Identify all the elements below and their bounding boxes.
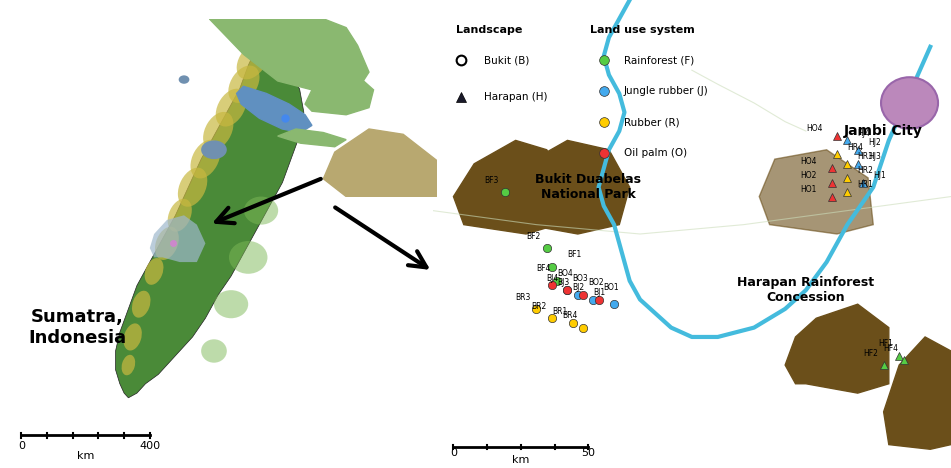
Polygon shape [323,129,437,197]
Text: HO1: HO1 [801,185,817,194]
Text: BF3: BF3 [485,176,499,184]
Ellipse shape [237,43,268,79]
Text: Bukit Duabelas
National Park: Bukit Duabelas National Park [535,173,641,201]
Text: Harapan (H): Harapan (H) [484,92,548,102]
Text: 400: 400 [139,441,161,451]
Text: 50: 50 [581,448,595,458]
Text: BJ1: BJ1 [593,288,606,297]
Ellipse shape [229,241,267,274]
Text: Bukit (B): Bukit (B) [484,55,530,65]
Text: Rainforest (F): Rainforest (F) [624,55,694,65]
Ellipse shape [214,290,248,318]
Text: BR4: BR4 [562,311,577,320]
Text: 0: 0 [450,448,456,458]
Text: BJ2: BJ2 [573,283,585,292]
Text: Landscape: Landscape [456,25,522,35]
Text: BO4: BO4 [557,269,573,278]
Text: BR1: BR1 [552,307,567,315]
Polygon shape [454,140,568,234]
Ellipse shape [228,66,260,103]
Text: BO1: BO1 [604,283,619,292]
Ellipse shape [201,339,226,363]
Text: HJ2: HJ2 [868,138,881,147]
Text: Jungle rubber (J): Jungle rubber (J) [624,86,708,96]
Text: km: km [77,451,94,461]
PathPatch shape [116,47,303,398]
Text: Harapan Rainforest
Concession: Harapan Rainforest Concession [737,276,874,304]
Ellipse shape [155,227,179,260]
Ellipse shape [124,323,142,351]
Ellipse shape [178,168,207,207]
Text: HF1: HF1 [879,339,893,348]
Text: BR2: BR2 [532,302,547,311]
Ellipse shape [190,140,221,178]
Text: HO4: HO4 [805,124,823,133]
Text: HR2: HR2 [858,166,874,175]
Polygon shape [209,19,369,99]
Text: HJ1: HJ1 [873,171,886,180]
Text: HR3: HR3 [858,152,874,161]
Text: HO4: HO4 [801,157,817,166]
Polygon shape [883,337,951,449]
Ellipse shape [243,197,278,225]
Text: Jambi City: Jambi City [844,124,923,138]
Ellipse shape [167,199,192,232]
Text: BJ4: BJ4 [547,274,559,283]
Circle shape [881,77,938,129]
Ellipse shape [201,140,226,159]
Text: BJ3: BJ3 [557,278,570,287]
Text: HR1: HR1 [858,180,874,189]
Text: Land use system: Land use system [590,25,694,35]
Ellipse shape [132,291,150,318]
Polygon shape [150,215,205,262]
Ellipse shape [204,112,233,150]
Text: HR4: HR4 [847,143,864,152]
Text: BF1: BF1 [568,250,582,259]
Polygon shape [515,140,630,234]
Ellipse shape [216,89,246,126]
Text: HO2: HO2 [801,171,817,180]
Text: km: km [513,455,530,465]
Polygon shape [305,76,374,115]
Text: Sumatra,
Indonesia: Sumatra, Indonesia [28,308,126,347]
Text: HJ3: HJ3 [868,152,881,161]
Ellipse shape [145,258,164,285]
Polygon shape [278,129,346,147]
Text: BF4: BF4 [536,264,551,273]
Ellipse shape [179,75,189,84]
Text: HF4: HF4 [883,344,899,353]
Text: BF2: BF2 [526,232,540,241]
Polygon shape [237,86,312,132]
Polygon shape [759,150,873,234]
Text: BO2: BO2 [588,278,604,287]
Text: 0: 0 [18,441,25,451]
Ellipse shape [122,355,135,375]
Text: HF2: HF2 [863,349,878,358]
Polygon shape [786,304,889,393]
Text: Rubber (R): Rubber (R) [624,117,679,127]
Text: BR3: BR3 [515,292,531,301]
Text: HJ4: HJ4 [858,129,870,138]
Text: BO3: BO3 [573,274,589,283]
Text: Oil palm (O): Oil palm (O) [624,148,687,158]
